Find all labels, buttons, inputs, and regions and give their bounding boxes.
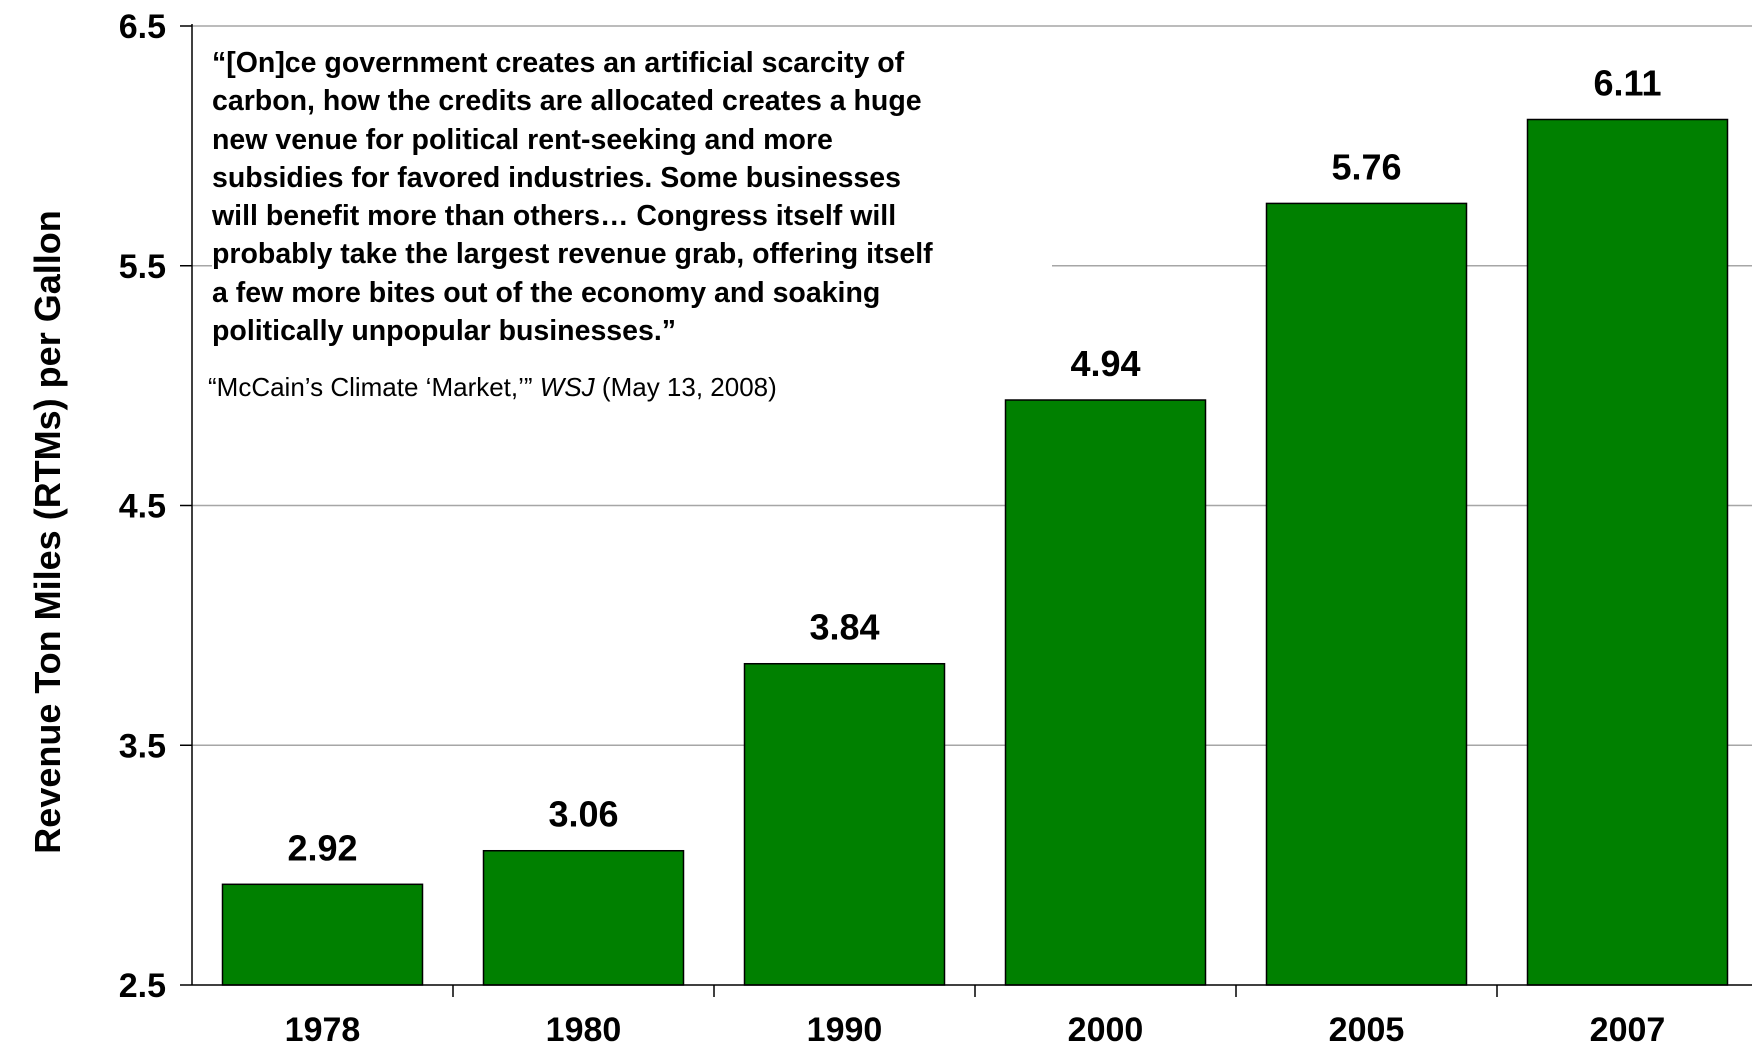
data-label-2000: 4.94 [1070, 343, 1140, 384]
data-label-1978: 2.92 [287, 827, 357, 868]
quote-source-publication: WSJ [539, 372, 595, 402]
quote-annotation: “[On]ce government creates an artificial… [212, 44, 1052, 351]
quote-source-title: “McCain’s Climate ‘Market,’” [208, 372, 540, 402]
labels: 2.5 3.5 4.5 5.5 6.5 2.92 1978 3.06 1980 3.84 1990 4… [119, 8, 1666, 1049]
y-tick-label: 6.5 [119, 8, 166, 46]
y-tick-label: 4.5 [119, 488, 166, 526]
data-label-1990: 3.84 [809, 607, 879, 648]
x-tick-label-2005: 2005 [1329, 1011, 1405, 1049]
bar-1980 [482, 849, 685, 986]
data-label-2007: 6.11 [1593, 63, 1661, 104]
data-label-1980: 3.06 [548, 794, 618, 835]
x-tick-label-2000: 2000 [1068, 1011, 1144, 1049]
bars [221, 118, 1729, 986]
quote-source: “McCain’s Climate ‘Market,’” WSJ (May 13… [208, 372, 777, 403]
y-tick-label: 2.5 [119, 967, 166, 1005]
y-axis-label: Revenue Ton Miles (RTMs) per Gallon [27, 210, 68, 853]
axes [180, 24, 1752, 997]
x-tick-label-1978: 1978 [285, 1011, 361, 1049]
bar-1990 [743, 662, 946, 986]
bar-1978 [221, 883, 424, 986]
bar-2005 [1265, 202, 1468, 986]
bar-2000 [1004, 399, 1207, 986]
y-tick-label: 5.5 [119, 248, 166, 286]
quote-text: “[On]ce government creates an artificial… [212, 47, 933, 348]
quote-source-date: (May 13, 2008) [594, 372, 777, 402]
x-tick-label-2007: 2007 [1590, 1011, 1666, 1049]
x-tick-label-1980: 1980 [546, 1011, 622, 1049]
y-tick-label: 3.5 [119, 727, 166, 765]
bar-2007 [1526, 118, 1729, 986]
data-label-2005: 5.76 [1331, 146, 1401, 187]
x-tick-label-1990: 1990 [807, 1011, 883, 1049]
